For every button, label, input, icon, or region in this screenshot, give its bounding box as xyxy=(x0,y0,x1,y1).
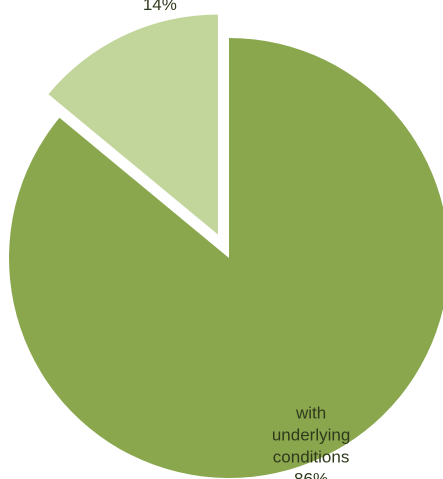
slice-percent: 14% xyxy=(143,0,177,14)
slice-percent: 86% xyxy=(294,469,328,479)
slice-label-line: underlying xyxy=(272,425,350,444)
slice-label-with-conditions: with underlying conditions 86% xyxy=(272,403,350,479)
slice-label-line: conditions xyxy=(273,447,350,466)
slice-label-without: without14% xyxy=(132,0,187,14)
pie-slices xyxy=(9,14,443,478)
pie-slice-without xyxy=(48,14,218,235)
pie-labels: with underlying conditions 86% without14% xyxy=(132,0,350,479)
pie-slice-with-conditions xyxy=(9,38,443,478)
slice-label-line: with xyxy=(295,403,326,422)
